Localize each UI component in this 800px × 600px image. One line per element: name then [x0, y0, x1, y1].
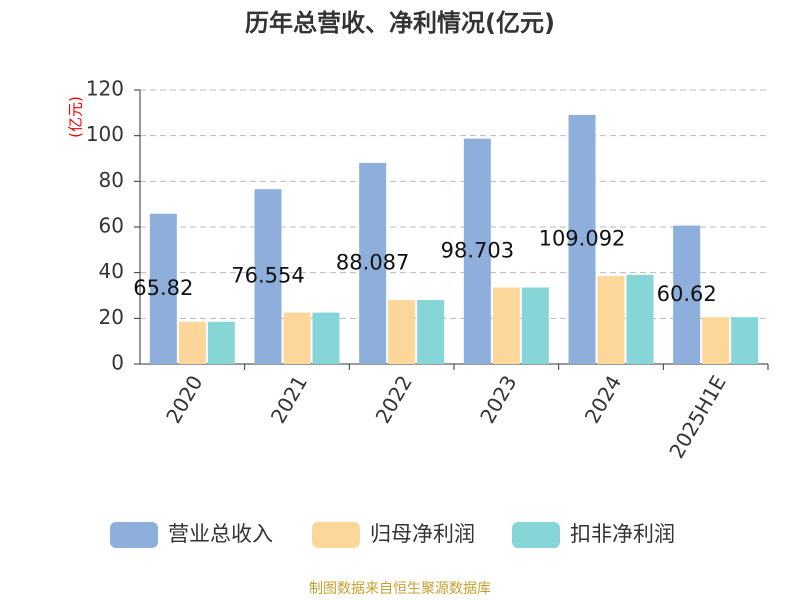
bar	[149, 213, 177, 364]
legend-swatch	[110, 522, 158, 548]
y-tick-label: 60	[99, 214, 124, 238]
bar	[673, 225, 701, 364]
bar	[207, 321, 235, 364]
bar	[283, 312, 311, 364]
x-tick-label: 2024	[580, 371, 626, 427]
y-tick-label: 20	[99, 305, 124, 329]
bar	[597, 276, 625, 364]
bar	[388, 300, 416, 364]
legend-swatch	[512, 522, 560, 548]
y-tick-label: 100	[86, 122, 124, 146]
bar	[254, 189, 282, 364]
data-label: 60.62	[657, 282, 717, 306]
bar	[417, 300, 445, 364]
bar	[626, 274, 654, 364]
bar	[463, 138, 491, 364]
bar	[731, 317, 759, 364]
x-tick-label: 2020	[161, 371, 207, 427]
bar	[702, 317, 730, 364]
legend-label: 扣非净利润	[570, 522, 675, 546]
y-tick-label: 40	[99, 259, 124, 283]
legend-label: 营业总收入	[168, 522, 273, 546]
y-tick-label: 80	[99, 168, 124, 192]
y-axis-label: (亿元)	[67, 96, 85, 138]
data-label: 98.703	[441, 238, 514, 262]
bar	[492, 287, 520, 364]
legend-label: 归母净利润	[370, 522, 475, 546]
bar	[178, 321, 206, 364]
y-tick-label: 120	[86, 77, 124, 101]
legend-swatch	[312, 522, 360, 548]
chart-title: 历年总营收、净利情况(亿元)	[245, 9, 555, 37]
data-label: 65.82	[133, 276, 193, 300]
bar	[568, 114, 596, 364]
data-label: 109.092	[539, 226, 626, 250]
x-tick-label: 2021	[266, 371, 312, 427]
bar	[312, 312, 340, 364]
y-tick-label: 0	[111, 351, 124, 375]
x-tick-label: 2022	[371, 371, 417, 427]
x-tick-label: 2025H1E	[664, 371, 730, 462]
bar	[359, 162, 387, 364]
bar	[521, 287, 549, 364]
source-note: 制图数据来自恒生聚源数据库	[309, 581, 491, 597]
x-tick-label: 2023	[475, 371, 521, 427]
data-label: 88.087	[336, 250, 409, 274]
data-label: 76.554	[231, 264, 304, 288]
